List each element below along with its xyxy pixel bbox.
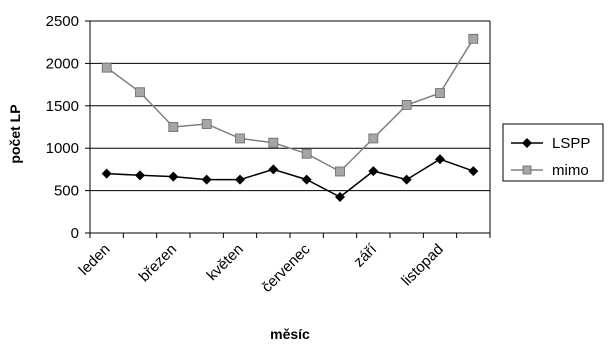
point-lspp-listopad [435,154,445,165]
y-tick-label-1000: 1000 [46,140,79,157]
series-line-mimo [106,38,474,173]
legend: LSPP mimo [502,123,604,182]
series-lspp [101,154,479,202]
y-tick-label-0: 0 [71,225,79,242]
y-tick-label-500: 500 [54,183,79,200]
point-mimo-listopad [435,88,445,98]
point-lspp-září [368,166,379,177]
point-mimo-leden [101,62,112,73]
point-lspp-červen [268,164,279,175]
x-tick-label-březen: březen [136,241,180,285]
y-tick-label-2000: 2000 [46,55,79,72]
x-tick-label-listopad: listopad [398,241,447,290]
point-lspp-červenec [301,174,312,185]
x-tick-label-červenec: červenec [258,240,313,295]
axis-ticks: 0 500 1000 1500 2000 2500 leden březen květen čer… [46,13,491,296]
x-tick-label-květen: květen [204,241,247,284]
point-lspp-leden [101,168,112,179]
point-lspp-květen [235,174,245,185]
point-lspp-duben [201,174,212,185]
point-mimo-říjen [401,100,412,110]
point-mimo-září [368,133,379,144]
point-mimo-červenec [301,148,312,159]
point-mimo-květen [235,133,245,144]
legend-marker-lspp [522,138,532,148]
point-mimo-srpen [335,166,345,177]
x-axis-title: měsíc [270,326,310,342]
point-mimo-březen [168,122,179,132]
point-mimo-únor [135,87,145,98]
x-tick-label-září: září [350,240,380,270]
point-lspp-srpen [335,191,345,202]
legend-label-mimo: mimo [552,162,589,179]
legend-label-lspp: LSPP [552,135,590,152]
y-axis-title: počet LP [7,104,23,163]
y-tick-label-1500: 1500 [46,98,79,115]
point-lspp-březen [168,171,179,182]
series-group [101,33,479,202]
point-mimo-červen [268,137,279,148]
plot-area [89,20,491,234]
point-lspp-prosinec [468,166,479,177]
x-tick-label-leden: leden [76,241,114,279]
point-lspp-únor [135,170,145,181]
legend-box [502,123,604,182]
point-mimo-duben [201,119,212,129]
series-mimo [101,33,479,177]
legend-marker-mimo [522,165,532,175]
y-tick-label-2500: 2500 [46,13,79,30]
point-mimo-prosinec [468,33,479,44]
point-lspp-říjen [401,174,412,185]
series-line-lspp [106,158,474,198]
